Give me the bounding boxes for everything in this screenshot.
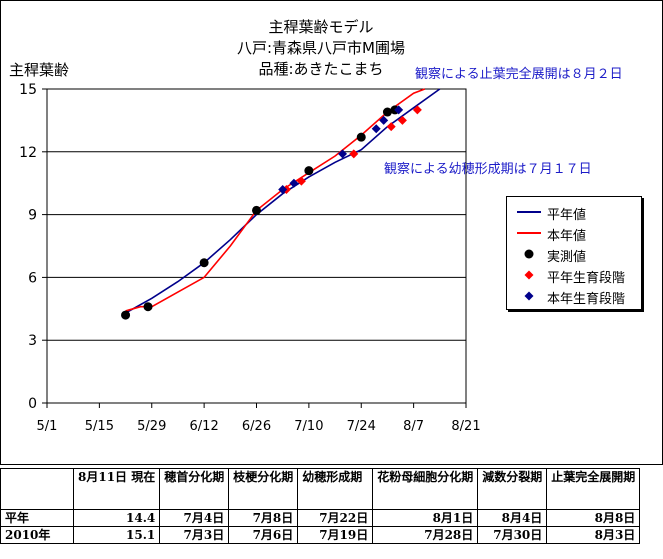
x-tick-label: 7/24	[347, 419, 376, 434]
legend-item: 平年生育段階	[507, 265, 641, 286]
table-cell: 7月28日	[372, 526, 479, 544]
data-point	[289, 178, 299, 188]
table-header-cell: 花粉母細胞分化期	[372, 468, 479, 510]
y-tick-label: 15	[19, 82, 37, 98]
annotation-panicle-formation: 観察による幼穂形成期は７月１７日	[384, 162, 592, 177]
table-cell: 平年	[0, 509, 74, 527]
table-cell: 14.4	[72, 509, 161, 527]
legend-label: 平年値	[547, 208, 587, 223]
table-cell: 7月19日	[297, 526, 374, 544]
data-point	[199, 258, 209, 268]
table-header-cell	[0, 468, 74, 510]
table-header-cell: 枝梗分化期	[228, 468, 299, 510]
table-row: 2010年 15.1 7月3日 7月6日 7月19日 7月28日 7月30日 8…	[0, 526, 641, 544]
table-header-cell: 減数分裂期	[477, 468, 548, 510]
plot-area-border	[46, 88, 467, 404]
table-cell: 8月4日	[477, 509, 548, 527]
legend-label: 本年値	[547, 229, 587, 244]
y-tick-label: 3	[28, 333, 37, 349]
legend-symbol	[517, 211, 541, 213]
annotation-flag-leaf: 観察による止葉完全展開は８月２日	[415, 67, 623, 82]
data-point	[412, 105, 422, 115]
series-line	[125, 88, 426, 312]
table-cell: 8月1日	[372, 509, 479, 527]
data-point	[278, 184, 288, 194]
data-point	[371, 124, 381, 134]
data-point	[252, 205, 261, 215]
data-point	[379, 115, 389, 125]
table-cell: 15.1	[72, 526, 161, 544]
data-point	[349, 149, 359, 159]
data-point	[121, 310, 131, 320]
data-point	[356, 132, 366, 142]
x-tick-label: 6/26	[242, 419, 271, 434]
legend-symbol	[517, 232, 541, 234]
x-tick-label: 6/12	[190, 419, 219, 434]
table-header-cell: 穂首分化期	[159, 468, 230, 510]
legend-symbol	[524, 270, 534, 280]
table-header-cell: 止葉完全展開期	[546, 468, 641, 510]
table-cell: 7月3日	[159, 526, 230, 544]
data-point	[397, 115, 407, 125]
growth-stage-table: 8月11日 現在 穂首分化期 枝梗分化期 幼穂形成期 花粉母細胞分化期 減数分裂…	[0, 468, 641, 544]
table-cell: 7月6日	[228, 526, 299, 544]
table-cell: 7月22日	[297, 509, 374, 527]
data-point	[394, 105, 404, 115]
data-point	[143, 302, 153, 312]
y-tick-label: 9	[28, 208, 37, 224]
legend: 平年値本年値実測値平年生育段階 本年生育段階	[506, 196, 642, 310]
chart-title-line-1: 主稈葉齢モデル	[268, 18, 374, 36]
chart-plot: 0 3 6 9 12 15 5/1 5/15 5/29 6/12 6/26 7/10 7/24 8/7 8/…	[19, 82, 480, 434]
legend-label: 本年生育段階	[547, 292, 626, 307]
legend-label: 平年生育段階	[547, 271, 626, 286]
chart-title-line-2: 八戸:青森県八戸市M圃場	[237, 39, 405, 57]
data-point	[386, 122, 396, 132]
y-axis-label: 主稈葉齢	[9, 61, 70, 79]
legend-item: 本年生育段階	[507, 286, 641, 307]
table-row: 平年 14.4 7月4日 7月8日 7月22日 8月1日 8月4日 8月8日	[0, 509, 641, 527]
table-cell: 7月8日	[228, 509, 299, 527]
legend-label: 実測値	[547, 250, 587, 265]
x-tick-label: 8/21	[451, 419, 480, 434]
data-point	[338, 149, 348, 159]
table-header-cell: 幼穂形成期	[297, 468, 374, 510]
table-cell: 7月30日	[477, 526, 548, 544]
chart-title-line-3: 品種:あきたこまち	[258, 60, 384, 78]
x-tick-label: 5/29	[137, 419, 166, 434]
table-cell: 8月8日	[546, 509, 641, 527]
series-line	[125, 88, 441, 314]
y-tick-label: 12	[19, 145, 37, 161]
x-tick-label: 5/15	[85, 419, 114, 434]
legend-symbol	[524, 291, 534, 301]
table-cell: 2010年	[0, 526, 74, 544]
table-header-row: 8月11日 現在 穂首分化期 枝梗分化期 幼穂形成期 花粉母細胞分化期 減数分裂…	[0, 468, 641, 510]
x-tick-label: 7/10	[294, 419, 323, 434]
chart-frame: 主稈葉齢モデル 八戸:青森県八戸市M圃場 品種:あきたこまち 主稈葉齢 観察によ…	[0, 0, 663, 465]
data-point	[296, 176, 306, 186]
data-point	[304, 166, 314, 176]
y-tick-label: 0	[28, 396, 37, 412]
y-tick-label: 6	[28, 270, 37, 286]
table-header-cell: 8月11日 現在	[72, 468, 161, 510]
data-point	[382, 107, 392, 117]
x-tick-label: 8/7	[403, 419, 424, 434]
legend-item: 実測値	[507, 244, 641, 265]
legend-item: 平年値	[507, 202, 641, 223]
table-cell: 7月4日	[159, 509, 230, 527]
legend-symbol	[524, 249, 534, 259]
legend-item: 本年値	[507, 223, 641, 244]
table-cell: 8月3日	[546, 526, 641, 544]
x-tick-label: 5/1	[37, 419, 58, 434]
